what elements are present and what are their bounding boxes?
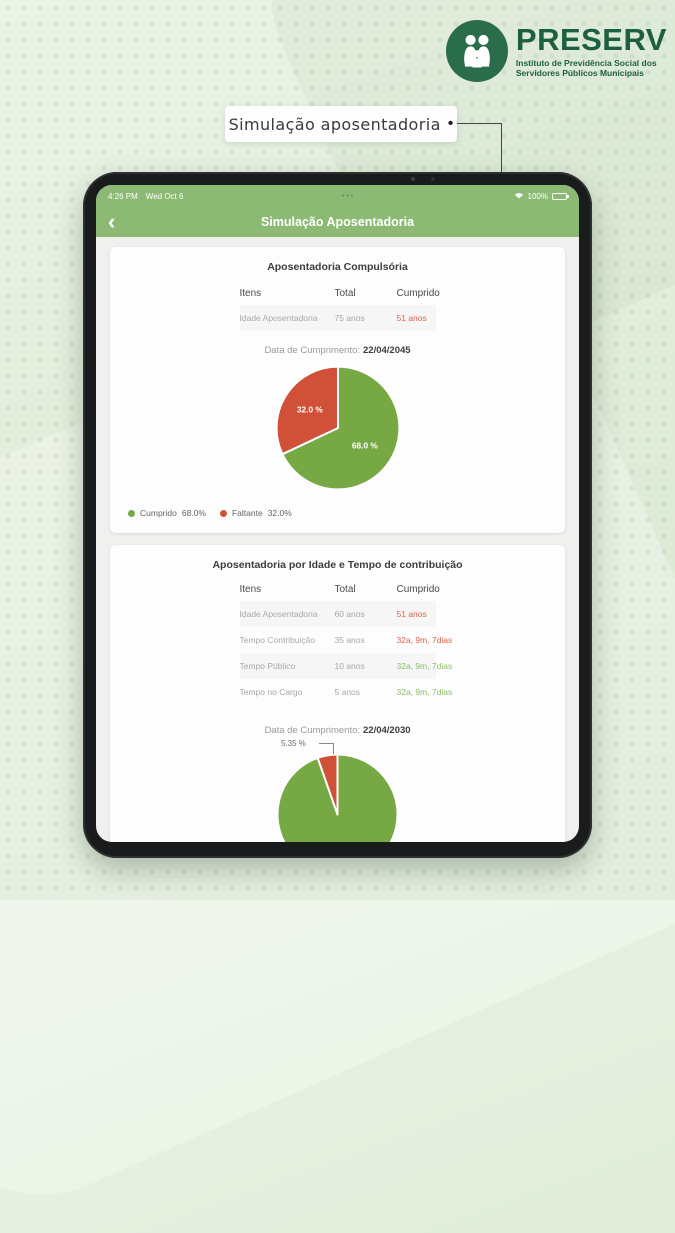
completion-date-value: 22/04/2045 xyxy=(363,345,411,356)
section-title: Aposentadoria por Idade e Tempo de contr… xyxy=(212,559,463,571)
family-icon xyxy=(445,20,508,82)
table-row: Idade Aposentadoria 75 anos 51 anos xyxy=(239,305,436,331)
header-total: Total xyxy=(334,584,356,595)
legend-value: 32.0% xyxy=(267,508,292,518)
header-cumprido: Cumprido xyxy=(396,288,440,299)
pie-slice-faltante xyxy=(316,753,339,816)
table-row: Tempo Público 10 anos 32a, 9m, 7dias xyxy=(239,653,453,679)
row-cumprido: 32a, 9m, 7dias xyxy=(396,661,453,671)
brand-subtitle-line2: Servidores Públicos Municipais xyxy=(515,68,644,78)
table-row: Tempo Contribuição 35 anos 32a, 9m, 7dia… xyxy=(239,627,453,653)
back-button[interactable]: ‹ xyxy=(108,209,116,234)
pie-label-faltante: 32.0 % xyxy=(296,405,322,415)
legend-label: Faltante xyxy=(231,508,263,518)
brand-name: PRESERV xyxy=(515,21,667,57)
requirements-table: Itens Total Cumprido Idade Aposentadoria… xyxy=(239,584,453,705)
pie-label-connector xyxy=(333,743,334,754)
section-title: Aposentadoria Compulsória xyxy=(267,261,408,273)
requirements-table: Itens Total Cumprido Idade Aposentadoria… xyxy=(239,288,440,331)
completion-date: Data de Cumprimento: 22/04/2045 xyxy=(110,345,565,356)
completion-date-label: Data de Cumprimento: xyxy=(264,725,361,736)
pie-label-cumprido: 68.0 % xyxy=(351,440,377,450)
header-itens: Itens xyxy=(239,288,262,299)
row-total: 10 anos xyxy=(334,661,365,671)
table-row: Tempo no Cargo 5 anos 32a, 9m, 7dias xyxy=(239,679,453,705)
status-date: Wed Oct 6 xyxy=(145,191,184,201)
legend-item-faltante: Faltante 32.0% xyxy=(219,508,292,518)
callout-label: Simulação aposentadoria xyxy=(228,114,441,134)
table-row: Idade Aposentadoria 60 anos 51 anos xyxy=(239,601,436,627)
tablet-frame: 4:26 PM Wed Oct 6 ••• 100% ‹ Simulação A… xyxy=(83,172,592,858)
row-total: 35 anos xyxy=(334,635,365,645)
battery-icon xyxy=(552,192,569,200)
pie-legend: Cumprido 68.0% Faltante 32.0% xyxy=(128,508,565,518)
page-title: Simulação Aposentadoria xyxy=(260,215,415,229)
camera-icon xyxy=(411,177,415,181)
status-time: 4:26 PM xyxy=(108,191,138,201)
row-total: 5 anos xyxy=(334,687,361,697)
pie-slice-faltante xyxy=(275,365,339,456)
completion-date-label: Data de Cumprimento: xyxy=(264,345,361,356)
wifi-icon xyxy=(514,191,524,201)
table-header-row: Itens Total Cumprido xyxy=(239,584,440,601)
pie-chart-compulsoria: 32.0 % 68.0 % xyxy=(274,364,402,492)
card-aposentadoria-idade-tempo: Aposentadoria por Idade e Tempo de contr… xyxy=(110,545,565,842)
header-itens: Itens xyxy=(239,584,262,595)
completion-date: Data de Cumprimento: 22/04/2030 xyxy=(110,725,565,736)
completion-date-value: 22/04/2030 xyxy=(363,725,411,736)
multitask-dots-icon: ••• xyxy=(341,192,356,200)
legend-dot-green xyxy=(128,509,135,517)
header-total: Total xyxy=(334,288,356,299)
row-item: Tempo Contribuição xyxy=(239,635,316,645)
row-item: Tempo Público xyxy=(239,661,296,671)
status-bar: 4:26 PM Wed Oct 6 ••• 100% xyxy=(96,185,579,207)
pie-label-connector xyxy=(319,743,334,744)
brand-logo: PRESERV Instituto de Previdência Social … xyxy=(445,20,667,82)
content-scroll-area[interactable]: Aposentadoria Compulsória Itens Total Cu… xyxy=(96,237,579,842)
card-aposentadoria-compulsoria: Aposentadoria Compulsória Itens Total Cu… xyxy=(110,247,565,533)
sensor-icon xyxy=(431,177,435,181)
row-cumprido: 32a, 9m, 7dias xyxy=(396,687,453,697)
row-total: 75 anos xyxy=(334,313,365,323)
legend-value: 68.0% xyxy=(181,508,206,518)
row-item: Idade Aposentadoria xyxy=(239,313,318,323)
callout-connector-line xyxy=(501,123,503,183)
row-item: Tempo no Cargo xyxy=(239,687,303,697)
table-header-row: Itens Total Cumprido xyxy=(239,288,440,305)
pie-chart-idade-tempo: 5.35 % xyxy=(275,739,400,842)
battery-percent: 100% xyxy=(527,191,548,201)
row-cumprido: 32a, 9m, 7dias xyxy=(396,635,453,645)
app-bar: ‹ Simulação Aposentadoria xyxy=(96,207,579,237)
row-cumprido: 51 anos xyxy=(396,609,427,619)
callout-label-box: Simulação aposentadoria • xyxy=(225,106,457,142)
row-cumprido: 51 anos xyxy=(396,313,427,323)
row-item: Idade Aposentadoria xyxy=(239,609,318,619)
row-total: 60 anos xyxy=(334,609,365,619)
legend-label: Cumprido xyxy=(140,508,177,518)
tablet-screen: 4:26 PM Wed Oct 6 ••• 100% ‹ Simulação A… xyxy=(96,185,579,842)
pie-slice-cumprido xyxy=(280,365,400,491)
legend-item-cumprido: Cumprido 68.0% xyxy=(128,508,206,518)
legend-dot-red xyxy=(219,509,227,517)
pie-label-faltante: 5.35 % xyxy=(281,739,306,748)
brand-subtitle-line1: Instituto de Previdência Social dos xyxy=(515,57,657,68)
callout-connector-line xyxy=(457,123,502,125)
callout-bullet: • xyxy=(447,115,454,132)
header-cumprido: Cumprido xyxy=(396,584,440,595)
